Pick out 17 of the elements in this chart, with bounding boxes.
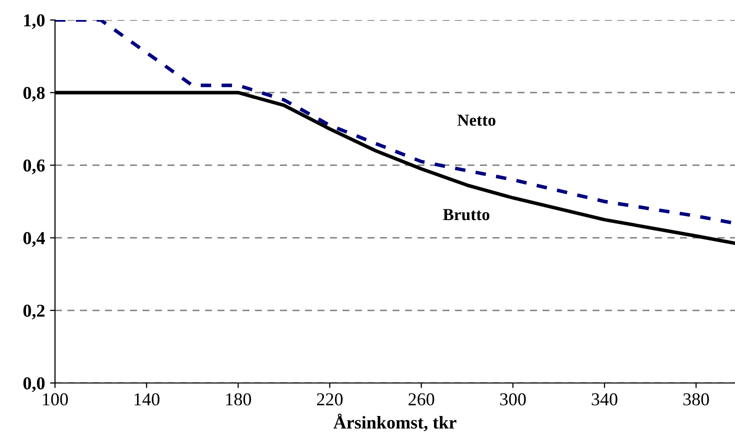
x-tick-label: 100 — [43, 393, 68, 406]
x-tick-label: 380 — [683, 393, 709, 406]
series-label: Brutto — [443, 209, 490, 220]
x-tick-label: 300 — [500, 393, 526, 406]
x-tick-label: 140 — [134, 393, 160, 406]
y-tick-label: 0,8 — [23, 86, 45, 102]
x-tick-label: 340 — [592, 393, 618, 406]
x-axis-title: Årsinkomst, tkr — [333, 414, 456, 432]
text: Netto — [457, 114, 496, 126]
y-tick-label: 1,0 — [24, 14, 45, 30]
y-tick-label: 0,6 — [23, 159, 45, 174]
y-tick-label: 0,2 — [23, 304, 44, 320]
y-tick-label: 0,4 — [23, 232, 45, 247]
x-tick-label: 220 — [317, 393, 343, 406]
x-tick-label: 260 — [408, 393, 434, 406]
x-tick-label: 180 — [226, 393, 252, 406]
y-tick-label: 0,0 — [23, 377, 45, 392]
